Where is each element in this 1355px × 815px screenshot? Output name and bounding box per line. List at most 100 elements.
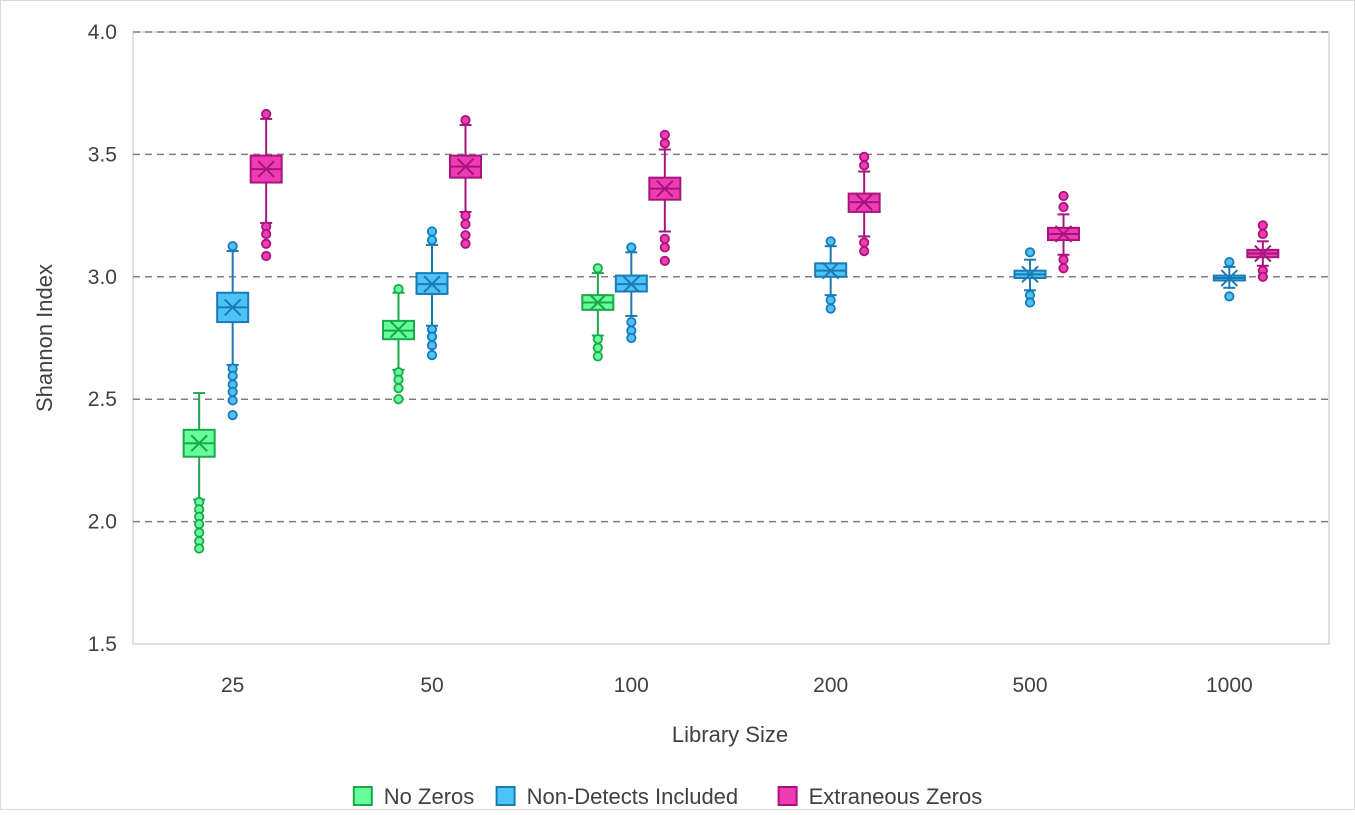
y-tick-label: 3.5 (88, 143, 117, 166)
outlier-point (460, 230, 471, 241)
outlier-point (1058, 201, 1069, 213)
mean-marker (423, 275, 441, 293)
x-tick-label: 1000 (1206, 674, 1253, 697)
box-no-zeros-100 (581, 263, 615, 362)
box-extraneous-zeros-1000 (1246, 220, 1280, 282)
y-tick-label: 3.0 (88, 266, 117, 289)
box-non-detects-included-25 (216, 241, 250, 421)
outlier-point (859, 245, 870, 257)
box-extraneous-zeros-100 (648, 129, 682, 266)
box-non-detects-included-500 (1013, 247, 1047, 308)
mean-marker (257, 160, 275, 178)
outlier-point (592, 351, 603, 362)
outlier-point (859, 160, 870, 171)
outlier-point (194, 518, 205, 530)
outlier-point (825, 236, 836, 247)
mean-marker (821, 261, 840, 280)
outlier-point (659, 138, 670, 149)
outlier-point (626, 242, 637, 253)
legend-item-non-detects-included: Non-Detects Included (495, 784, 739, 809)
y-tick-label: 4.0 (88, 21, 117, 44)
outlier-point (659, 129, 670, 140)
mean-marker (1054, 225, 1073, 243)
outlier-point (626, 332, 637, 344)
box-non-detects-included-50 (415, 226, 449, 361)
outlier-point (393, 374, 404, 385)
legend-item-extraneous-zeros: Extraneous Zeros (777, 784, 983, 809)
legend-swatch (495, 786, 516, 806)
outlier-point (460, 210, 471, 221)
box-extraneous-zeros-200 (847, 151, 881, 257)
mean-marker (656, 179, 674, 198)
outlier-point (659, 255, 670, 266)
x-tick-label: 25 (221, 674, 244, 697)
box-series (182, 108, 1280, 554)
box-no-zeros-50 (382, 283, 415, 405)
outlier-point (1058, 254, 1069, 265)
box-non-detects-included-1000 (1212, 257, 1246, 302)
outlier-point (426, 234, 438, 246)
outlier-point (1257, 228, 1268, 240)
outlier-point (261, 238, 272, 249)
box-no-zeros-25 (182, 392, 216, 554)
y-tick-label: 2.5 (88, 388, 117, 411)
legend-item-no-zeros: No Zeros (352, 784, 474, 809)
outlier-point (194, 527, 205, 538)
mean-marker (1220, 269, 1239, 287)
legend-swatch (777, 786, 798, 806)
outlier-point (393, 283, 404, 295)
legend: No Zeros Non-Detects Included Extraneous Z… (352, 784, 983, 809)
outlier-point (1257, 220, 1268, 231)
mean-marker (1254, 244, 1272, 263)
outlier-point (659, 233, 670, 244)
x-axis-ticks: 25 50 100 200 500 1000 (221, 674, 1253, 697)
outlier-point (825, 303, 836, 314)
outlier-point (261, 108, 272, 120)
outlier-point (227, 395, 238, 406)
outlier-point (859, 237, 870, 248)
outlier-point (1257, 271, 1268, 282)
legend-swatch (352, 786, 373, 806)
x-tick-label: 100 (614, 674, 649, 697)
outlier-point (227, 370, 238, 382)
outlier-point (460, 219, 471, 230)
mean-marker (389, 320, 408, 339)
mean-marker (855, 193, 873, 211)
mean-marker (456, 157, 475, 176)
outlier-point (1024, 247, 1036, 258)
mean-marker (622, 275, 641, 293)
mean-marker (589, 293, 607, 312)
y-tick-label: 2.0 (88, 511, 117, 534)
outlier-point (626, 316, 637, 328)
outlier-point (1224, 257, 1235, 268)
outlier-point (393, 394, 404, 405)
outlier-point (393, 383, 404, 394)
outlier-point (592, 263, 603, 274)
mean-marker (223, 298, 242, 317)
outlier-point (227, 410, 238, 421)
box-non-detects-included-200 (814, 236, 848, 314)
legend-label: Extraneous Zeros (809, 784, 983, 809)
y-tick-label: 1.5 (88, 633, 117, 656)
outlier-point (859, 151, 870, 162)
outlier-point (1058, 263, 1069, 274)
legend-label: No Zeros (384, 784, 474, 809)
outlier-point (1224, 291, 1235, 302)
outlier-point (592, 342, 603, 353)
outlier-point (426, 340, 438, 351)
outlier-point (194, 543, 205, 554)
mean-marker (1021, 265, 1039, 284)
outlier-point (460, 238, 471, 249)
outlier-point (227, 241, 238, 252)
box-extraneous-zeros-50 (449, 115, 482, 249)
outlier-point (659, 242, 670, 253)
box-extraneous-zeros-500 (1047, 190, 1080, 274)
box-non-detects-included-100 (614, 242, 648, 344)
legend-label: Non-Detects Included (527, 784, 739, 809)
box-extraneous-zeros-25 (249, 108, 283, 262)
outlier-point (227, 386, 238, 397)
x-tick-label: 200 (813, 674, 848, 697)
y-axis-ticks: 1.5 2.0 2.5 3.0 3.5 4.0 (88, 21, 117, 656)
